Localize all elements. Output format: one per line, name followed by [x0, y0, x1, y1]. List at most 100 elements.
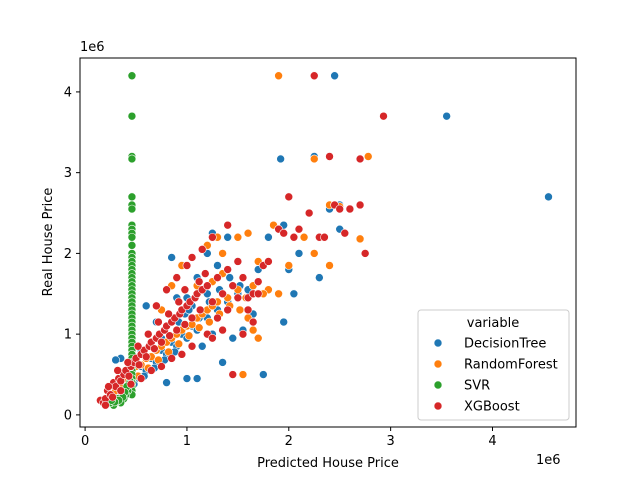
- data-point: [309, 71, 319, 81]
- data-point: [205, 317, 214, 327]
- data-point: [182, 261, 192, 270]
- data-point: [279, 228, 289, 238]
- data-point: [228, 370, 238, 379]
- data-point: [104, 382, 113, 391]
- x-tick-label: 2: [285, 434, 293, 449]
- data-point: [101, 400, 110, 410]
- data-point: [126, 379, 136, 389]
- data-point: [165, 331, 174, 341]
- data-point: [127, 232, 137, 242]
- data-point: [127, 111, 137, 121]
- data-point: [309, 249, 319, 258]
- data-point: [235, 305, 245, 315]
- data-point: [116, 386, 126, 395]
- data-point: [248, 317, 258, 327]
- data-point: [141, 301, 151, 311]
- x-axis-label: Predicted House Price: [257, 456, 399, 471]
- data-point: [363, 152, 373, 161]
- data-point: [152, 301, 161, 311]
- data-point: [127, 204, 137, 214]
- x-tick-label: 0: [81, 434, 89, 449]
- data-point: [146, 366, 156, 375]
- data-point: [274, 289, 283, 299]
- data-point: [360, 249, 370, 258]
- data-point: [218, 358, 227, 367]
- data-point: [379, 111, 388, 121]
- data-point: [213, 313, 222, 323]
- data-point: [264, 257, 273, 266]
- data-point: [284, 261, 294, 270]
- data-point: [180, 285, 190, 295]
- data-point: [223, 232, 232, 242]
- data-point: [157, 337, 166, 347]
- data-point: [330, 71, 339, 81]
- data-point: [340, 228, 350, 238]
- data-point: [325, 261, 334, 270]
- data-point: [243, 228, 253, 238]
- data-point: [355, 200, 365, 210]
- data-point: [127, 71, 137, 81]
- data-point: [197, 341, 207, 351]
- data-point: [223, 305, 232, 315]
- data-point: [180, 320, 190, 329]
- data-point: [167, 253, 176, 262]
- data-point: [259, 370, 268, 379]
- data-point: [157, 362, 166, 371]
- legend-items: DecisionTree RandomForest SVR XGBoost: [433, 337, 558, 415]
- data-point: [228, 333, 238, 343]
- data-point: [177, 350, 187, 359]
- data-point: [184, 331, 194, 341]
- legend-marker-svr: [433, 380, 443, 390]
- data-point: [174, 339, 184, 349]
- data-point: [218, 325, 227, 335]
- data-point: [162, 285, 171, 295]
- data-point: [315, 273, 324, 282]
- y-tick-label: 0: [64, 408, 72, 423]
- data-point: [325, 152, 334, 161]
- data-point: [218, 289, 227, 299]
- data-point: [294, 249, 304, 258]
- data-point: [182, 374, 192, 383]
- data-point: [274, 71, 283, 81]
- data-point: [208, 333, 217, 343]
- legend-label-xgboost: XGBoost: [464, 400, 520, 415]
- x-axis-offset-text: 1e6: [536, 453, 561, 468]
- data-point: [113, 366, 122, 375]
- data-point: [162, 378, 171, 387]
- data-point: [238, 273, 248, 282]
- data-point: [213, 261, 222, 270]
- data-point: [289, 232, 299, 242]
- data-point: [544, 192, 553, 202]
- data-point: [111, 355, 120, 365]
- data-point: [194, 323, 204, 332]
- data-point: [309, 154, 319, 164]
- legend-frame: [417, 309, 570, 421]
- data-point: [304, 208, 314, 218]
- y-tick-label: 2: [64, 247, 72, 262]
- legend-label-svr: SVR: [464, 379, 490, 394]
- y-tick-label: 3: [64, 166, 72, 181]
- data-point: [299, 232, 309, 242]
- data-point: [289, 289, 299, 299]
- series-randomforest: [101, 71, 373, 410]
- data-point: [442, 111, 451, 121]
- x-tick-label: 1: [183, 434, 191, 449]
- data-point: [213, 273, 222, 282]
- data-point: [253, 277, 263, 286]
- data-point: [345, 204, 355, 214]
- x-tick-label: 4: [488, 434, 496, 449]
- data-point: [172, 325, 182, 335]
- data-point: [187, 313, 197, 323]
- y-tick-label: 4: [64, 85, 72, 100]
- data-point: [355, 234, 365, 244]
- data-point: [320, 232, 329, 242]
- data-point: [253, 289, 263, 299]
- data-point: [195, 305, 205, 315]
- data-point: [218, 249, 227, 258]
- data-point: [294, 224, 304, 234]
- x-axis: 0 1 2 3 4: [81, 427, 497, 449]
- data-point: [127, 154, 137, 164]
- data-point: [134, 360, 144, 370]
